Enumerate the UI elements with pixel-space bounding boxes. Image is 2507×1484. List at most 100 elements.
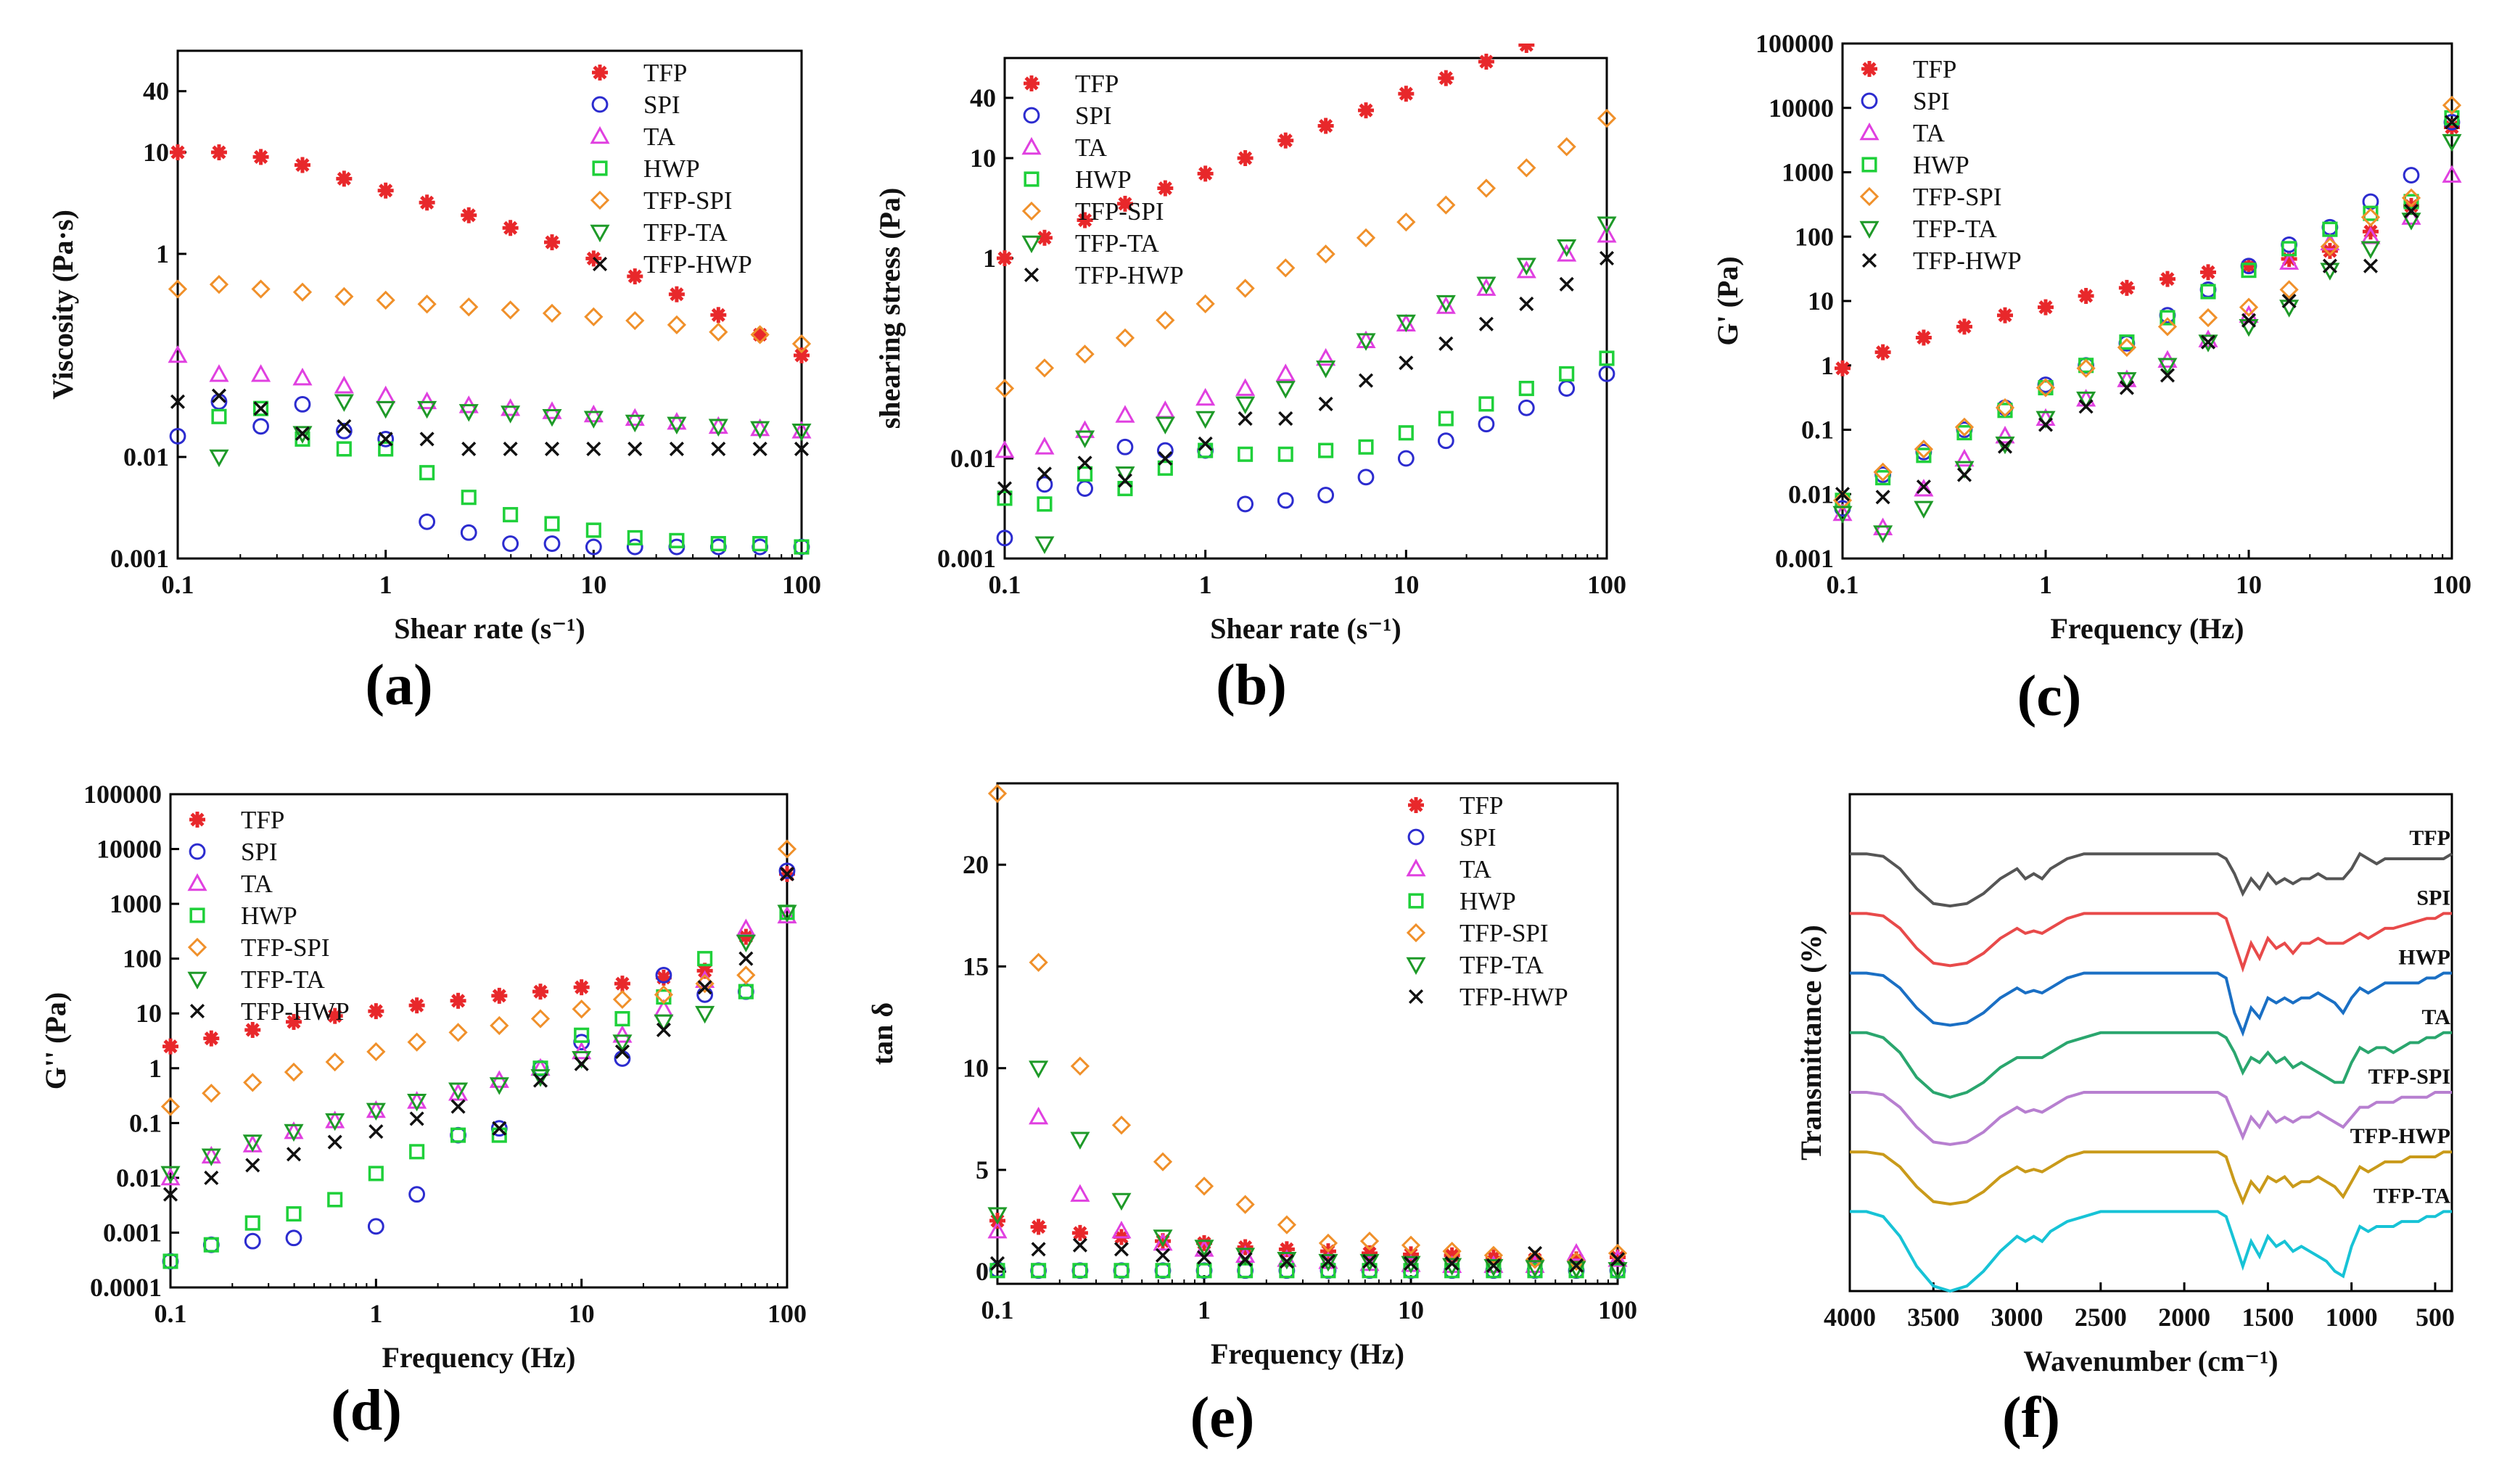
data-point	[1401, 1235, 1421, 1255]
data-point	[669, 441, 684, 456]
data-point	[2401, 213, 2421, 231]
data-point	[2157, 317, 2178, 337]
legend-label: TFP-TA	[241, 965, 326, 994]
data-point	[461, 441, 477, 456]
data-point	[377, 430, 395, 448]
data-point	[1359, 1253, 1380, 1272]
y-tick-label: 100000	[83, 780, 162, 809]
data-point	[585, 538, 602, 556]
data-point	[244, 1232, 261, 1250]
data-point	[369, 1124, 384, 1139]
legend-label: TA	[1075, 133, 1108, 162]
plot-frame	[176, 49, 803, 560]
data-point	[407, 1032, 427, 1052]
data-point	[294, 396, 311, 413]
data-point	[1075, 430, 1095, 448]
data-point	[1558, 380, 1576, 397]
data-point	[209, 449, 229, 468]
data-point	[170, 394, 186, 409]
data-point	[492, 1121, 507, 1136]
legend-marker	[187, 937, 207, 957]
data-point	[2119, 334, 2135, 350]
legend-label: TFP-SPI	[1913, 183, 2002, 211]
data-point	[1111, 1192, 1132, 1211]
data-point	[419, 465, 435, 481]
x-tick-label: 2500	[2075, 1303, 2127, 1332]
data-point	[1436, 294, 1456, 313]
data-point	[573, 979, 590, 996]
plot-frame	[1848, 793, 2453, 1293]
data-point	[1317, 118, 1334, 134]
data-point	[2444, 110, 2460, 126]
data-point	[1438, 70, 1454, 86]
data-point	[794, 539, 810, 555]
data-point	[1278, 411, 1293, 426]
legend-label: HWP	[643, 154, 700, 183]
data-point	[2159, 271, 2175, 287]
data-point	[1317, 487, 1335, 503]
chart-svg-d: 0.1 1 10 100 0.0001 0.001 0.01 0.1 1 10 100 1000 100…	[39, 780, 807, 1374]
legend: TFP SPI TA HWP TFP-SPI TFP-TA TFP-HWP	[187, 806, 350, 1026]
data-point	[326, 1007, 343, 1024]
chart-svg-e: 0.1 1 10 100 0 5 10 15 20 Frequency (Hz) tan δ TFP S…	[866, 782, 1637, 1370]
y-tick-label: 10	[136, 999, 162, 1028]
data-point	[2038, 299, 2054, 316]
data-point	[1318, 1233, 1338, 1253]
data-point	[376, 400, 396, 419]
data-point	[614, 1010, 630, 1027]
data-point	[210, 144, 227, 160]
data-point	[1397, 450, 1415, 467]
data-point	[1116, 195, 1133, 212]
data-point	[777, 904, 797, 923]
data-point	[503, 507, 519, 523]
data-point	[2076, 391, 2096, 410]
data-point	[574, 1056, 589, 1071]
data-point	[1275, 381, 1296, 399]
data-point	[1401, 1256, 1421, 1274]
data-point	[408, 997, 425, 1014]
chart-panel-e: 0.1 1 10 100 0 5 10 15 20 Frequency (Hz) tan δ TFP S…	[849, 776, 1661, 1472]
plot-area	[160, 839, 797, 1270]
data-point	[1916, 448, 1932, 463]
data-point	[542, 303, 562, 323]
data-point	[1915, 329, 1932, 346]
data-point	[669, 532, 685, 548]
legend-label: TFP-HWP	[1075, 261, 1184, 289]
data-point	[1359, 1231, 1380, 1251]
data-point	[1914, 479, 1934, 497]
panel-label: (a)	[365, 654, 433, 717]
plot-frame	[1003, 57, 1608, 560]
y-tick-label: 100	[123, 944, 162, 973]
legend: TFP SPI TA HWP TFP-SPI TFP-TA TFP-HWP	[1021, 70, 1184, 289]
plot-area	[1850, 852, 2453, 1293]
x-tick-label: 1000	[2326, 1303, 2378, 1332]
curve-label: TFP-HWP	[2350, 1124, 2450, 1148]
data-point	[253, 400, 269, 416]
data-point	[1194, 1240, 1214, 1258]
plot-area	[1832, 95, 2462, 543]
data-point	[2241, 263, 2257, 279]
data-point	[407, 1093, 427, 1112]
y-tick-label: 10	[1808, 287, 1834, 316]
series-tfp-hwp	[170, 388, 810, 456]
data-point	[1518, 399, 1535, 416]
data-point	[245, 1158, 260, 1173]
y-tick-label: 10	[970, 144, 996, 173]
legend-marker	[1859, 220, 1880, 239]
data-point	[409, 1144, 425, 1160]
data-point	[709, 322, 728, 342]
data-point	[1873, 462, 1893, 482]
data-point	[1607, 1262, 1628, 1280]
data-point	[252, 418, 269, 435]
y-axis-title: G'' (Pa)	[39, 992, 72, 1089]
legend-label: TFP-HWP	[1460, 983, 1568, 1011]
x-tick-label: 3000	[1991, 1303, 2043, 1332]
data-point	[752, 535, 768, 552]
data-point	[491, 987, 508, 1004]
data-point	[334, 287, 354, 306]
data-point	[2198, 334, 2218, 353]
data-point	[752, 441, 767, 456]
legend-label: TFP-TA	[1460, 951, 1544, 979]
data-point	[253, 401, 268, 416]
data-point	[996, 529, 1013, 547]
